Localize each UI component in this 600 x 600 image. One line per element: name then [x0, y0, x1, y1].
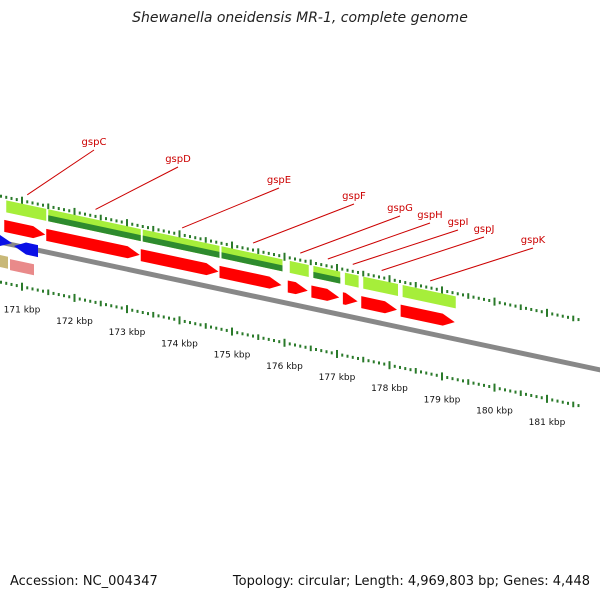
gene-band-gspJ — [363, 276, 398, 297]
cds-arrow-gspG — [287, 280, 308, 295]
gene-band-gspG — [289, 260, 309, 277]
label-leader — [352, 229, 459, 265]
cds-arrow-gspJ — [361, 296, 397, 314]
cds-arrow-gspF — [219, 265, 282, 289]
cds-arrow-left-2 — [14, 242, 38, 258]
cds-arrow-gspD — [46, 228, 140, 259]
gene-label-gspC: gspC — [82, 137, 107, 148]
scale-label: 172 kbp — [56, 317, 93, 327]
genome-backbone — [0, 239, 600, 373]
gene-label-layer: gspC gspD gspE gspF gspG gspH gspI gspJ gspK — [26, 137, 546, 282]
gene-label-gspI: gspI — [448, 217, 469, 228]
cds-arrow-gspI — [342, 292, 358, 305]
cds-arrow-gspH — [311, 285, 340, 301]
scale-label: 175 kbp — [214, 351, 251, 361]
label-leader — [95, 166, 179, 210]
gene-band-gspK — [402, 285, 456, 309]
scale-label: 177 kbp — [319, 373, 356, 383]
gene-label-gspK: gspK — [521, 235, 546, 246]
gene-band-gspC — [6, 200, 47, 221]
gene-band-dark-gspD — [48, 215, 141, 242]
gene-band-dark-gspE — [142, 235, 220, 258]
scale-label: 178 kbp — [371, 384, 408, 394]
feature-faded — [10, 259, 34, 276]
label-leader — [327, 222, 431, 260]
cds-arrow-gspK — [400, 304, 455, 326]
feature-layer — [0, 200, 456, 326]
label-leader — [181, 187, 280, 229]
tick-layer — [0, 194, 580, 408]
scale-label: 181 kbp — [529, 418, 566, 428]
scale-label: 171 kbp — [4, 306, 41, 316]
gene-label-gspJ: gspJ — [474, 224, 495, 235]
scale-label: 176 kbp — [266, 362, 303, 372]
gene-label-gspH: gspH — [417, 210, 442, 221]
genome-stats: Topology: circular; Length: 4,969,803 bp… — [232, 574, 590, 589]
cds-arrow-gspC — [4, 219, 46, 239]
feature-tan — [0, 255, 8, 269]
scale-label: 174 kbp — [161, 339, 198, 349]
gene-label-gspD: gspD — [165, 154, 191, 165]
scale-label: 180 kbp — [476, 407, 513, 417]
label-leader — [26, 149, 95, 196]
gene-band-gspI — [344, 272, 359, 288]
gene-label-gspF: gspF — [342, 191, 366, 202]
map-title: Shewanella oneidensis MR-1, complete gen… — [132, 10, 468, 26]
scale-label: 179 kbp — [424, 395, 461, 405]
scale-label: 173 kbp — [109, 328, 146, 338]
gene-band-dark-gspH — [313, 271, 341, 284]
cds-arrow-gspE — [140, 249, 219, 276]
label-leader — [300, 215, 401, 254]
scale-label-layer: 171 kbp 172 kbp 173 kbp 174 kbp 175 kbp 176 k… — [4, 306, 566, 428]
gene-label-gspG: gspG — [387, 203, 413, 214]
label-leader — [430, 247, 534, 282]
label-leader — [252, 203, 355, 244]
gene-band-dark-gspF — [221, 252, 283, 272]
gene-label-gspE: gspE — [267, 175, 291, 186]
label-leader — [381, 236, 485, 271]
cds-arrow-left-1 — [0, 235, 12, 246]
accession-label: Accession: NC_004347 — [10, 574, 158, 589]
